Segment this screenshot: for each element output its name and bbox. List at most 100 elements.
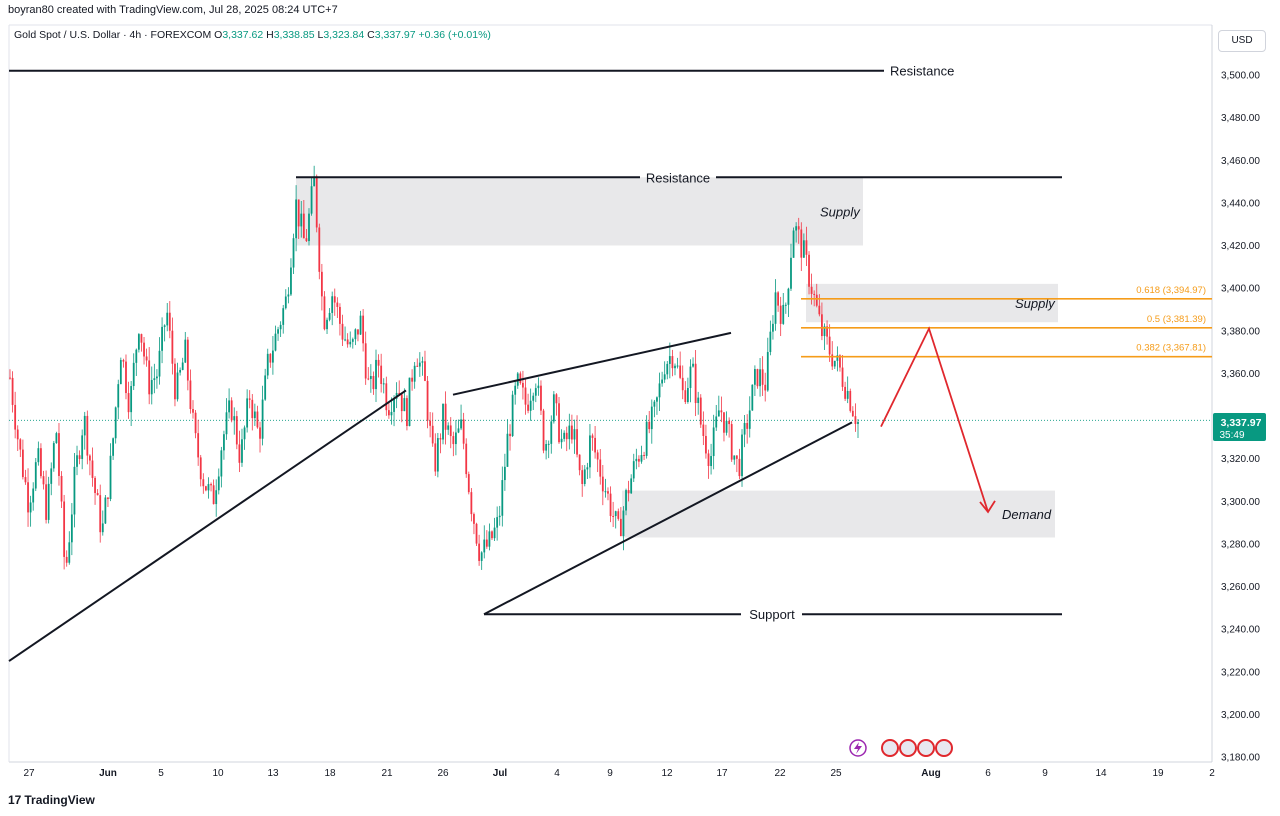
candle-body: [846, 390, 849, 399]
candle-body: [47, 483, 50, 520]
chart-credit: boyran80 created with TradingView.com, J…: [8, 4, 338, 16]
candle-body: [697, 397, 700, 404]
candle-body: [743, 422, 746, 435]
candle-body: [310, 186, 313, 214]
candle-body: [668, 356, 671, 364]
x-tick-label: 2: [1209, 768, 1215, 779]
x-tick-label: 17: [716, 768, 728, 779]
candle-body: [509, 433, 511, 437]
candle-body: [305, 238, 308, 242]
candle-body: [769, 331, 772, 353]
candle-body: [851, 410, 854, 417]
y-tick-label: 3,500.00: [1221, 71, 1260, 82]
candle-body: [308, 213, 310, 242]
candle-body: [50, 468, 53, 484]
candle-body: [29, 502, 32, 513]
candle-body: [552, 394, 555, 422]
candle-body: [658, 383, 661, 398]
candle-body: [645, 421, 648, 456]
zone-supply-1: [806, 283, 1058, 323]
candle-body: [328, 312, 331, 320]
candle-body: [204, 486, 207, 491]
symbol-title[interactable]: Gold Spot / U.S. Dollar · 4h · FOREXCOM: [14, 29, 212, 41]
candle-body: [738, 458, 741, 477]
candle-body: [581, 470, 584, 485]
us-flag-icon[interactable]: [899, 739, 917, 757]
candle-body: [491, 531, 493, 539]
tradingview-logo-icon: 17: [8, 793, 22, 807]
candle-body: [529, 400, 532, 411]
candle-body: [181, 362, 184, 370]
candle-body: [547, 443, 550, 445]
channel-lower-line[interactable]: [483, 421, 853, 616]
candle-body: [614, 511, 617, 517]
candle-body: [465, 443, 468, 475]
candle-body: [248, 398, 251, 400]
candle-body: [431, 425, 434, 444]
arrowhead-icon: [979, 500, 996, 514]
us-flag-icon[interactable]: [881, 739, 899, 757]
candle-body: [42, 476, 45, 485]
x-tick-label: 9: [607, 768, 613, 779]
candle-body: [511, 394, 514, 437]
candle-body: [189, 380, 192, 410]
last-price-value: 3,337.97: [1221, 417, 1262, 429]
candle-body: [694, 363, 697, 404]
candle-body: [21, 449, 24, 478]
brand-name: TradingView: [24, 793, 95, 807]
trendline-lower[interactable]: [8, 389, 407, 662]
candle-body: [369, 376, 372, 379]
candle-body: [256, 411, 259, 428]
candle-body: [638, 458, 640, 462]
candle-body: [266, 353, 269, 376]
candle-body: [802, 240, 805, 258]
x-tick-label: 25: [830, 768, 842, 779]
y-tick-label: 3,380.00: [1221, 326, 1260, 337]
candle-body: [158, 350, 161, 377]
candle-body: [150, 380, 153, 395]
candle-body: [527, 404, 529, 411]
candle-body: [215, 490, 218, 505]
candle-body: [202, 479, 205, 487]
candle-body: [728, 420, 731, 425]
candle-body: [815, 294, 818, 306]
candle-body: [156, 376, 158, 379]
candle-body: [101, 523, 104, 533]
us-flag-icon[interactable]: [935, 739, 953, 757]
candle-body: [411, 377, 413, 382]
candle-body: [844, 386, 847, 399]
candle-body: [601, 476, 604, 492]
candle-body: [674, 365, 676, 369]
candle-body: [730, 424, 733, 460]
candle-body: [599, 459, 602, 477]
candle-body: [774, 292, 777, 324]
candle-body: [228, 400, 230, 413]
channel-upper-line[interactable]: [452, 331, 732, 396]
us-flag-icon[interactable]: [917, 739, 935, 757]
candle-body: [403, 398, 406, 412]
candle-body: [313, 176, 316, 187]
candle-body: [467, 474, 470, 493]
tradingview-brand[interactable]: 17 TradingView: [8, 793, 95, 807]
x-tick-label: 26: [437, 768, 449, 779]
candle-body: [594, 437, 596, 453]
candle-body: [857, 421, 859, 424]
fib-label-0.382: 0.382 (3,367.81): [1136, 343, 1206, 354]
projection-arrow[interactable]: [880, 326, 989, 513]
candle-body: [705, 435, 707, 454]
candle-body: [442, 403, 444, 440]
currency-button[interactable]: USD: [1218, 30, 1266, 52]
candle-body: [132, 362, 135, 387]
candle-body: [710, 456, 712, 467]
candle-body: [681, 377, 684, 391]
candle-body: [635, 458, 638, 462]
candle-body: [127, 393, 130, 413]
candle-body: [9, 377, 11, 379]
event-icons[interactable]: [849, 739, 953, 757]
y-tick-label: 3,480.00: [1221, 113, 1260, 124]
candle-body: [475, 523, 478, 544]
candle-body: [576, 429, 578, 455]
candle-body: [434, 443, 437, 472]
candle-body: [192, 409, 194, 413]
